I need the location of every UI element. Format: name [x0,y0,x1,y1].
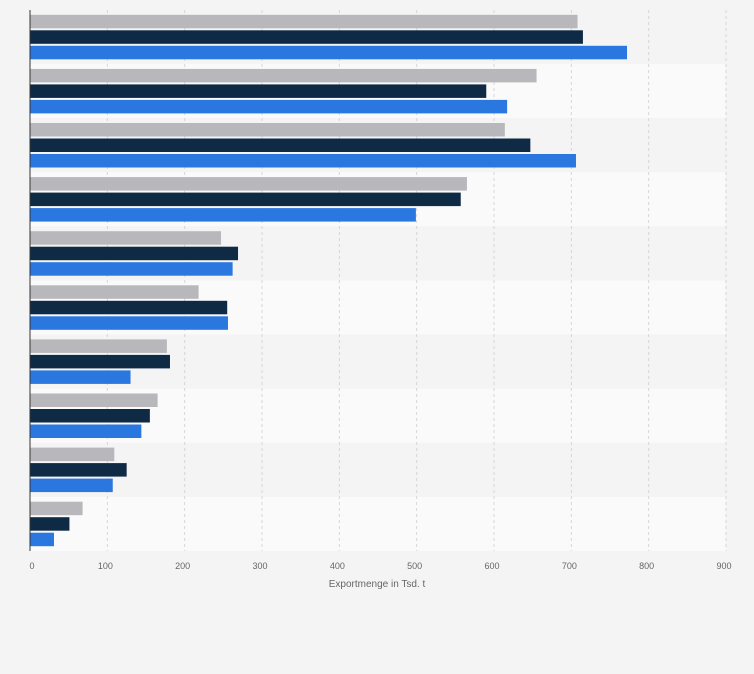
bar[interactable] [30,409,150,423]
x-axis-label: Exportmenge in Tsd. t [329,579,426,590]
category-band [30,496,726,551]
bar[interactable] [30,354,170,369]
bar[interactable] [30,478,113,493]
bar[interactable] [30,30,583,44]
bar[interactable] [30,138,531,153]
bar[interactable] [30,424,142,439]
bar[interactable] [30,532,54,547]
bar[interactable] [30,501,83,516]
x-tick-label: 500 [407,561,422,571]
bar[interactable] [30,300,228,315]
x-tick-label: 700 [562,561,577,571]
x-tick-label: 100 [98,561,113,571]
bar[interactable] [30,84,487,98]
bar[interactable] [30,370,131,384]
bar[interactable] [30,123,505,137]
bar[interactable] [30,463,127,477]
bars [30,14,628,547]
bar[interactable] [30,339,167,353]
x-tick-label: 800 [639,561,654,571]
bar[interactable] [30,285,199,299]
x-tick-label: 0 [29,561,34,571]
bar[interactable] [30,231,222,245]
bar[interactable] [30,316,228,330]
bar[interactable] [30,517,70,531]
bar[interactable] [30,177,467,191]
bar[interactable] [30,154,576,168]
bar[interactable] [30,45,628,60]
bar[interactable] [30,208,416,222]
x-tick-label: 900 [716,561,731,571]
bar[interactable] [30,262,233,276]
bar[interactable] [30,393,158,408]
x-tick-labels: 0 100 200 300 400 500 600 700 800 900 [29,561,731,571]
bar[interactable] [30,14,578,29]
bar[interactable] [30,246,239,261]
x-tick-label: 200 [175,561,190,571]
x-tick-label: 600 [484,561,499,571]
bar[interactable] [30,68,537,83]
x-tick-label: 400 [330,561,345,571]
x-tick-label: 300 [252,561,267,571]
bar[interactable] [30,192,461,207]
bar[interactable] [30,99,508,114]
bar[interactable] [30,447,115,462]
category-band [30,442,726,497]
